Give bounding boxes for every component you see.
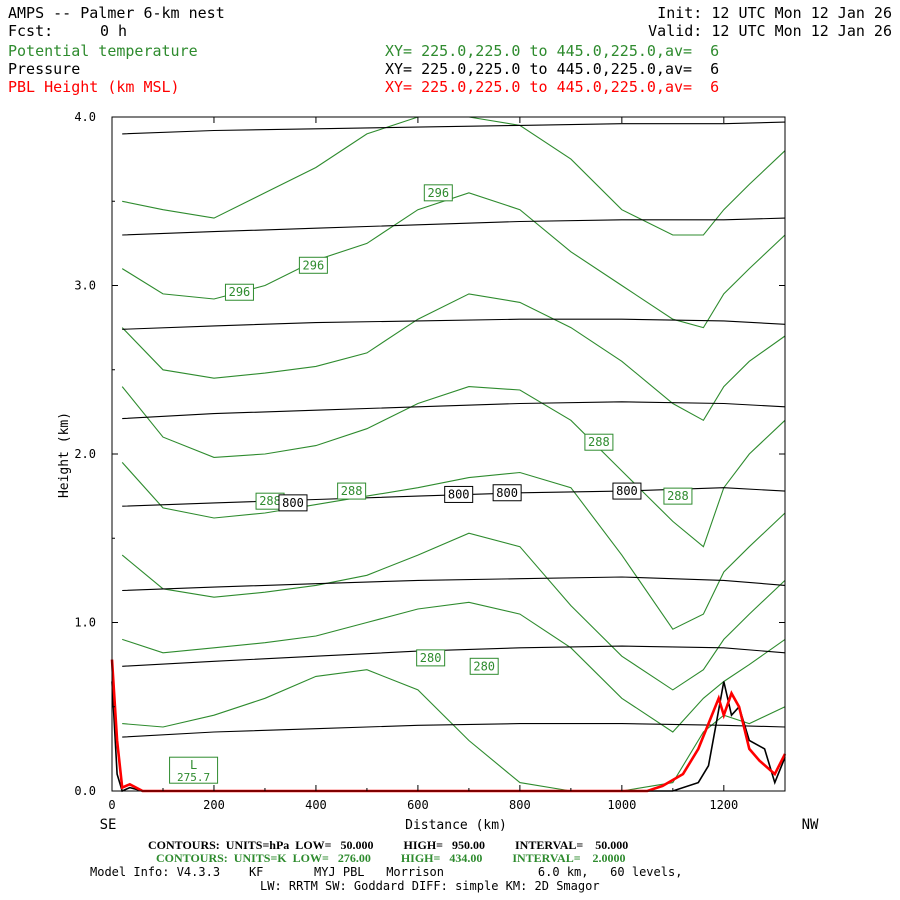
x-tick-label: 1000 — [607, 798, 636, 812]
low-marker-letter: L — [190, 758, 197, 772]
contour-label-box — [337, 482, 367, 500]
x-axis-title: Distance (km) — [405, 818, 507, 833]
field-pressure-xy: XY= 225.0,225.0 to 445.0,225.0,av= 6 — [385, 60, 720, 78]
contour-label-box — [612, 482, 642, 500]
forecast-value: 0 h — [100, 22, 128, 40]
y-tick-label: 4.0 — [74, 110, 96, 124]
contour-label-9: 800 — [278, 494, 308, 512]
contour-label-text: 296 — [303, 258, 325, 272]
isobar-750 — [122, 401, 786, 420]
axes: 0 200 400 600 800 1000 1200 0.0 1.0 2.0 3.0 4.0 — [74, 110, 785, 812]
theta-contour-7 — [122, 116, 786, 236]
contour-label-text: 288 — [259, 494, 281, 508]
x-left-end-label: SE — [100, 817, 117, 833]
contour-label-box — [663, 487, 693, 505]
init-time: Init: 12 UTC Mon 12 Jan 26 — [657, 4, 892, 22]
contour-label-5: 288 — [255, 492, 285, 510]
contour-label-box — [224, 283, 254, 301]
field-pressure-name: Pressure — [8, 60, 81, 78]
contour-label-6: 288 — [663, 487, 693, 505]
y-tick-label: 1.0 — [74, 616, 96, 630]
contour-label-8: 280 — [469, 657, 499, 675]
contour-label-text: 800 — [616, 484, 638, 498]
model-info: Model Info: V4.3.3 KF MYJ PBL Morrison 6… — [90, 865, 683, 879]
contour-label-0: 296 — [423, 184, 453, 202]
contour-label-3: 288 — [584, 433, 614, 451]
contour-label-text: 280 — [420, 651, 442, 665]
x-tick-label: 400 — [305, 798, 327, 812]
model-title: AMPS -- Palmer 6-km nest — [8, 4, 225, 22]
contour-label-text: 800 — [282, 496, 304, 510]
contour-label-box — [444, 485, 474, 503]
contour-label-box — [423, 184, 453, 202]
y-tick-label: 0.0 — [74, 784, 96, 798]
pressure-contour-info: CONTOURS: UNITS=hPa LOW= 50.000 HIGH= 95… — [148, 838, 629, 852]
contour-label-text: 288 — [667, 489, 689, 503]
isobar-900 — [122, 645, 786, 667]
pbl-height-series — [110, 659, 787, 793]
theta-contour-6 — [121, 192, 786, 329]
isobar-600 — [122, 121, 786, 135]
contour-label-10: 800 — [444, 485, 474, 503]
theta-contour-0 — [122, 669, 786, 792]
contour-label-box — [298, 256, 328, 274]
x-tick-label: 200 — [203, 798, 225, 812]
contour-label-12: 800 — [612, 482, 642, 500]
theta-contour-info: CONTOURS: UNITS=K LOW= 276.00 HIGH= 434.… — [156, 851, 626, 865]
theta-contour-5 — [121, 293, 786, 422]
x-tick-label: 600 — [407, 798, 429, 812]
contour-label-1: 296 — [298, 256, 328, 274]
low-marker-value: 275.7 — [177, 771, 210, 784]
low-marker-box — [169, 756, 219, 784]
contour-label-text: 296 — [427, 186, 449, 200]
contour-label-box — [416, 649, 446, 667]
x-tick-label: 0 — [108, 798, 115, 812]
x-tick-label: 1200 — [709, 798, 738, 812]
y-axis-title: Height (km) — [57, 412, 72, 498]
physics-info: LW: RRTM SW: Goddard DIFF: simple KM: 2D… — [260, 879, 600, 893]
field-theta-xy: XY= 225.0,225.0 to 445.0,225.0,av= 6 — [385, 42, 720, 60]
field-pbl-name: PBL Height (km MSL) — [8, 78, 180, 96]
pbl-height-line — [110, 659, 787, 793]
contour-label-text: 288 — [341, 484, 363, 498]
valid-time: Valid: 12 UTC Mon 12 Jan 26 — [648, 22, 892, 40]
x-tick-label: 800 — [509, 798, 531, 812]
contour-label-box — [584, 433, 614, 451]
contour-label-box — [492, 484, 522, 502]
contour-label-text: 800 — [448, 487, 470, 501]
y-tick-label: 3.0 — [74, 279, 96, 293]
contour-label-box — [469, 657, 499, 675]
isobar-650 — [122, 217, 786, 236]
terrain-line — [111, 681, 786, 793]
theta-contour-1 — [122, 601, 786, 733]
contour-label-4: 288 — [337, 482, 367, 500]
contour-label-text: 296 — [229, 285, 251, 299]
isobar-700 — [122, 318, 786, 330]
contour-labels: 296 296 296 288 288 288 288 280 280 800 800 800 800 L… — [169, 184, 693, 784]
theta-contour-2 — [121, 532, 786, 691]
y-tick-label: 2.0 — [74, 447, 96, 461]
contour-label-7: 280 — [416, 649, 446, 667]
forecast-label: Fcst: — [8, 22, 54, 40]
contour-label-box — [278, 494, 308, 512]
theta-isentropes — [121, 116, 786, 792]
field-theta-name: Potential temperature — [8, 42, 198, 60]
field-pbl-xy: XY= 225.0,225.0 to 445.0,225.0,av= 6 — [385, 78, 720, 96]
terrain-profile — [111, 681, 786, 793]
contour-label-text: 280 — [473, 659, 495, 673]
theta-contour-3 — [121, 462, 786, 630]
contour-label-text: 288 — [588, 435, 610, 449]
isobar-850 — [122, 576, 786, 592]
contour-label-11: 800 — [492, 484, 522, 502]
theta-contour-4 — [121, 386, 786, 548]
contour-label-2: 296 — [224, 283, 254, 301]
contour-label-text: 800 — [496, 486, 518, 500]
x-right-end-label: NW — [802, 817, 819, 833]
